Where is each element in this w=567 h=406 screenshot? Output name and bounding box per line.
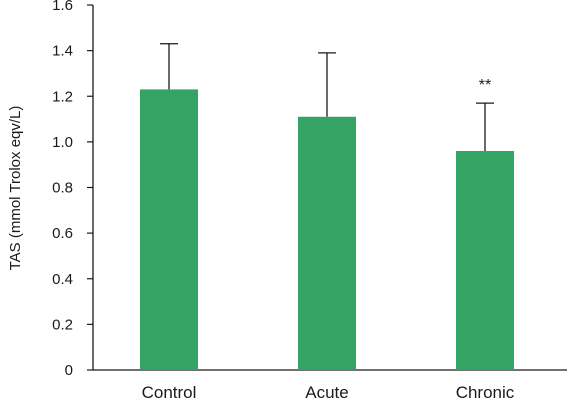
- annotations: **: [479, 77, 491, 94]
- y-tick-label: 1.6: [52, 0, 73, 14]
- y-tick-label: 1.4: [52, 43, 73, 60]
- x-tick-label: Acute: [305, 383, 348, 401]
- error-bars: [160, 43, 494, 151]
- bars: [140, 89, 514, 370]
- x-tick-label: Chronic: [456, 383, 515, 401]
- y-tick-label: 1.2: [52, 88, 73, 105]
- y-tick-label: 0.8: [52, 180, 73, 197]
- x-tick-label: Control: [142, 383, 197, 401]
- y-ticks: 0 0.2 0.4 0.6 0.8 1.0 1.2 1.4 1.6: [52, 0, 93, 379]
- y-axis-label: TAS (mmol Trolox eqv/L): [7, 106, 24, 271]
- y-tick-label: 1.0: [52, 134, 73, 151]
- y-tick-label: 0: [65, 362, 73, 379]
- bar-chronic: [456, 151, 514, 370]
- y-tick-label: 0.2: [52, 316, 73, 333]
- y-tick-label: 0.6: [52, 225, 73, 242]
- bar-control: [140, 89, 198, 370]
- x-ticks: Control Acute Chronic: [142, 383, 515, 402]
- significance-annotation: **: [479, 77, 491, 94]
- y-tick-label: 0.4: [52, 271, 73, 288]
- bar-acute: [298, 116, 356, 370]
